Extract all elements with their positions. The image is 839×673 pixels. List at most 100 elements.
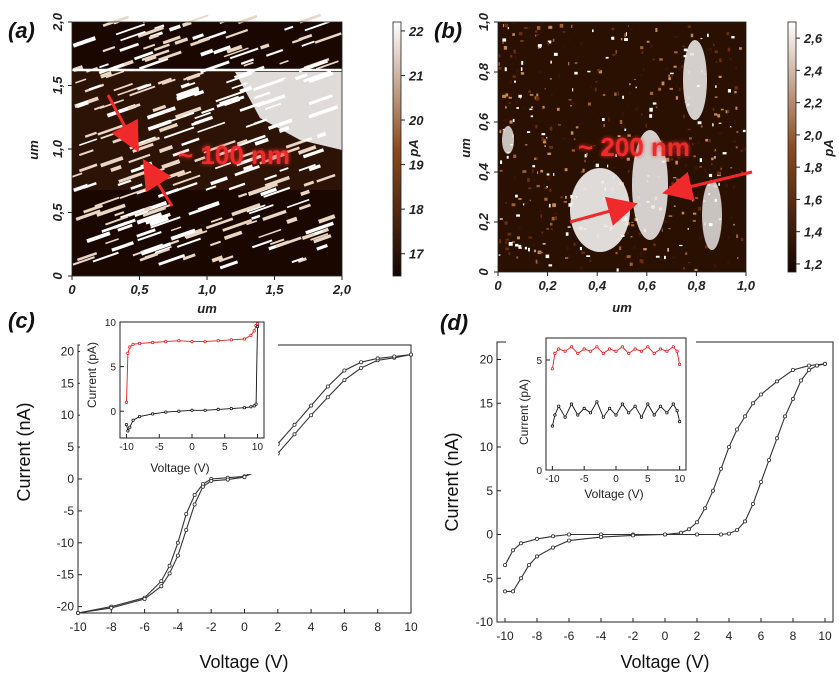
map-a-streak [298, 203, 311, 211]
panel-d-inset-series-0-point [582, 347, 586, 351]
map-b-speckle [552, 38, 555, 42]
map-b-speckle [679, 244, 683, 247]
map-b-speckle [511, 203, 516, 207]
panel-c-series-0-point [192, 492, 197, 497]
map-b-speckle [552, 203, 556, 208]
panel-a-colorbar [392, 21, 402, 277]
map-b-speckle [536, 93, 539, 97]
map-a-streak [100, 156, 124, 168]
map-b-speckle [625, 256, 627, 260]
map-b-speckle [612, 54, 616, 56]
map-b-speckle [568, 61, 570, 66]
map-b-speckle [529, 94, 534, 96]
map-a-streak [260, 43, 270, 50]
map-b-speckle [683, 114, 685, 119]
panel-c-series-1-point [242, 475, 247, 480]
map-b-speckle [505, 238, 509, 241]
panel-d-series-0-point [535, 536, 540, 541]
panel-d-series-0-point [551, 534, 556, 539]
map-a-streak [102, 45, 116, 53]
panel-c-inset-x-tick-label: 0 [189, 442, 195, 453]
panel-d-inset-series-0-point [595, 345, 599, 349]
map-a-streak [279, 59, 289, 65]
map-b-speckle [704, 169, 707, 173]
map-a-streak [215, 90, 245, 103]
map-b-speckle [619, 120, 623, 124]
map-b-speckle [602, 94, 606, 96]
panel-c-inset-series-1-point [177, 409, 181, 413]
panel-d-inset-series-0-point [614, 349, 618, 353]
map-a-streak [298, 33, 313, 41]
map-a-streak [137, 230, 162, 242]
map-a-streak [316, 173, 336, 183]
panel-c-x-tick-label: -2 [206, 620, 217, 634]
map-b-speckle [565, 195, 567, 199]
map-a-streak [240, 58, 255, 65]
map-b-speckle [661, 228, 663, 232]
panel-d-y-label: Current (nA) [442, 432, 462, 531]
map-b-speckle [649, 91, 654, 95]
map-b-speckle [736, 131, 739, 133]
map-b-speckle [538, 210, 543, 213]
panel-d-inset-series-1-point [658, 404, 663, 408]
panel-b-x-tick-label: 0,4 [588, 278, 607, 293]
map-b-speckle [635, 140, 639, 144]
map-b-speckle [553, 52, 558, 56]
map-b-speckle [541, 133, 546, 136]
map-a-streak [118, 170, 148, 184]
panel-d-series-1-point [599, 535, 604, 540]
map-b-speckle [555, 216, 557, 220]
panel-a-x-tick-label: 0 [68, 282, 76, 297]
map-a-streak [154, 246, 172, 254]
map-b-speckle [505, 106, 507, 109]
map-b-speckle [573, 242, 576, 246]
map-b-speckle [530, 115, 534, 118]
panel-b-colorbar-ticks: 1,2 1,4 1,6 1,8 2,0 2,2 2,4 2,6 [796, 31, 823, 272]
map-a-streak [303, 180, 315, 187]
map-b-speckle [527, 131, 531, 133]
map-b-speckle [740, 150, 743, 152]
map-b-speckle [611, 27, 615, 31]
map-a-streak [223, 47, 249, 58]
map-a-streak [174, 106, 202, 119]
map-b-speckle [504, 23, 509, 27]
map-b-speckle [505, 93, 509, 97]
map-b-speckle [641, 51, 644, 54]
map-b-speckle [735, 106, 738, 110]
panel-d-inset-series-1-point [601, 415, 605, 419]
map-b-speckle [597, 68, 601, 72]
map-b-speckle [508, 102, 511, 104]
panel-d-series-1-point [815, 363, 820, 368]
map-b-speckle [528, 236, 532, 239]
map-b-speckle [542, 243, 546, 245]
panel-c-inset-background [80, 314, 278, 474]
map-b-speckle [664, 255, 666, 260]
map-b-speckle [498, 67, 502, 70]
panel-d-inset-series-1-point [553, 413, 557, 417]
map-b-speckle [572, 88, 574, 92]
map-b-speckle [590, 111, 594, 113]
map-b-speckle [708, 139, 711, 143]
map-b-speckle [630, 28, 633, 31]
map-b-speckle [673, 177, 677, 179]
map-a-streak [186, 231, 198, 238]
panel-b-x-tick-label: 0,2 [539, 278, 558, 293]
map-b-speckle [538, 70, 541, 74]
map-a-streak [88, 84, 102, 91]
map-b-speckle [687, 144, 691, 147]
panel-b-colorbar-tick-label: 1,8 [804, 160, 823, 175]
map-b-speckle [695, 197, 699, 199]
map-a-streak [117, 179, 132, 187]
map-a-streak [129, 85, 156, 97]
panel-c-inset-y-tick-label: 10 [105, 318, 117, 329]
panel-d-x-tick-label: 2 [694, 629, 701, 643]
panel-c-series-1-point [167, 571, 172, 576]
map-b-speckle [641, 113, 643, 116]
panel-a-x-label: um [197, 301, 217, 316]
map-a-streak [213, 45, 231, 55]
panel-c-y-tick-label: 5 [67, 440, 74, 454]
panel-a-y-tick-label: 1,5 [50, 76, 65, 95]
map-b-speckle [502, 128, 505, 132]
panel-d-series-0-point [791, 367, 796, 372]
